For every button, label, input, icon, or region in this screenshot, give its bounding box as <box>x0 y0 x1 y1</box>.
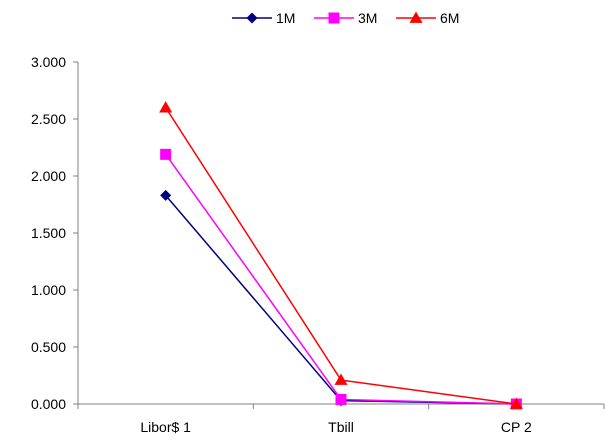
legend-marker <box>246 12 258 24</box>
data-point-6m <box>159 101 173 113</box>
legend-marker <box>409 11 423 23</box>
data-point-3m <box>160 148 172 160</box>
series-layer <box>159 101 523 410</box>
x-tick-label: Libor$ 1 <box>140 419 191 435</box>
x-axis: Libor$ 1 Tbill CP 2 <box>77 403 605 435</box>
legend-item-1m: 1M <box>232 10 295 26</box>
y-tick-label: 3.000 <box>31 54 66 70</box>
legend-marker <box>328 12 340 24</box>
y-tick-label: 1.500 <box>31 225 66 241</box>
data-point-1m <box>160 189 172 201</box>
y-tick-label: 0.000 <box>31 396 66 412</box>
legend-label: 3M <box>358 10 377 26</box>
series-6m <box>159 101 523 409</box>
x-tick-label: CP 2 <box>501 419 532 435</box>
legend: 1M 3M 6M <box>232 10 459 26</box>
series-3m <box>160 148 522 410</box>
data-point-6m <box>509 397 523 409</box>
data-point-3m <box>335 393 347 405</box>
y-tick-label: 2.500 <box>31 111 66 127</box>
series-line-3m <box>165 153 517 405</box>
x-tick-label: Tbill <box>328 419 354 435</box>
legend-label: 1M <box>276 10 295 26</box>
data-point-6m <box>334 373 348 385</box>
legend-label: 6M <box>440 10 459 26</box>
y-tick-label: 1.000 <box>31 282 66 298</box>
legend-item-6m: 6M <box>396 10 459 26</box>
y-tick-label: 0.500 <box>31 339 66 355</box>
legend-item-3m: 3M <box>314 10 377 26</box>
y-tick-label: 2.000 <box>31 168 66 184</box>
y-axis: 0.000 0.500 1.000 1.500 2.000 2.500 3.000 <box>31 54 79 412</box>
